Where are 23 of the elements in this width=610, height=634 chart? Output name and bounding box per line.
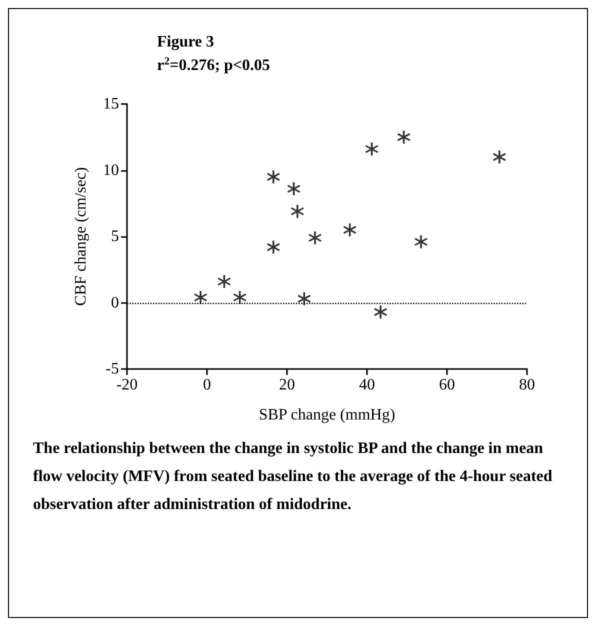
point <box>374 306 388 319</box>
point <box>492 150 506 164</box>
chart-title: Figure 3 <box>157 34 214 50</box>
point <box>414 235 428 248</box>
x-tick-label: -20 <box>116 376 138 394</box>
text: The relationship between the change in systolic BP and the change in mean flow velocity (MFV) from seated baseline to the average of the 4-hour seated observation after administration of midodrine. <box>32 439 554 515</box>
y-axis-title: CBF change (cm/sec) <box>72 167 90 306</box>
x-tick-label: 60 <box>439 376 455 394</box>
point <box>266 240 280 254</box>
y-tick-label: 0 <box>111 294 119 312</box>
x-axis-title: SBP change (mmHg) <box>258 406 396 424</box>
y-tick-label: 5 <box>111 228 119 245</box>
point <box>194 290 208 304</box>
x-tick-label: 40 <box>359 376 375 394</box>
y-tick-label: 10 <box>103 162 119 179</box>
point <box>308 231 322 244</box>
y-tick-label: -5 <box>106 360 119 378</box>
x-tick-label: 20 <box>279 376 295 394</box>
point <box>290 204 304 218</box>
y-tick-label: 15 <box>103 96 119 112</box>
x-tick-label: 80 <box>519 376 535 394</box>
point <box>266 170 280 184</box>
x-tick-label: 0 <box>203 376 211 394</box>
